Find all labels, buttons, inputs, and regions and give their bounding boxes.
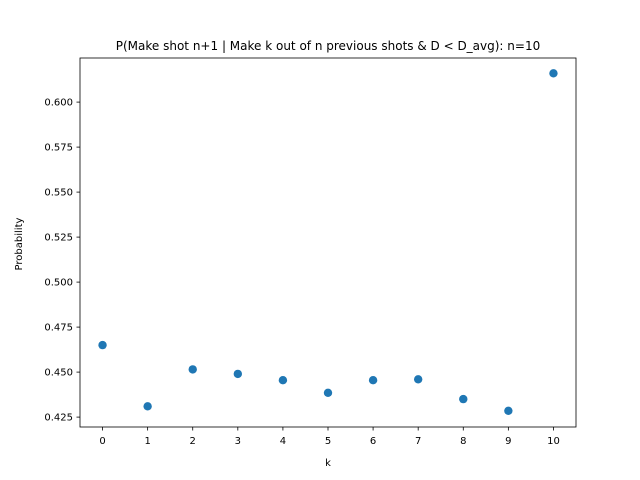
chart-title: P(Make shot n+1 | Make k out of n previo… [116, 39, 540, 53]
x-tick-label: 4 [280, 436, 286, 447]
y-tick-label: 0.525 [44, 233, 73, 244]
x-axis-title: k [325, 458, 331, 469]
y-tick-label: 0.550 [44, 188, 73, 199]
x-tick-label: 10 [547, 436, 560, 447]
y-tick-label: 0.500 [44, 278, 73, 289]
data-point [278, 376, 288, 385]
x-tick-label: 0 [99, 436, 105, 447]
plot-area: 0 1 2 3 4 5 6 7 8 9 10 0.425 0.450 0.475 0.500 0.525 0.5… [44, 57, 577, 447]
x-tick-label: 8 [460, 436, 466, 447]
y-tick-label: 0.475 [44, 323, 73, 334]
x-tick-label: 6 [370, 436, 376, 447]
data-point [459, 394, 468, 404]
data-point [143, 402, 152, 411]
data-point [98, 340, 107, 350]
x-tick-label: 3 [235, 436, 241, 447]
x-tick-label: 1 [144, 436, 150, 447]
y-tick-label: 0.600 [44, 98, 73, 109]
data-point [323, 388, 333, 397]
data-point [188, 365, 197, 374]
y-tick-label: 0.450 [44, 368, 73, 379]
data-point [413, 375, 423, 384]
data-point [233, 369, 243, 379]
x-tick-label: 2 [190, 436, 196, 447]
data-point [549, 69, 558, 78]
data-point [504, 406, 513, 415]
y-tick-label: 0.575 [44, 143, 73, 154]
x-tick-label: 9 [505, 436, 511, 447]
x-tick-label: 7 [415, 436, 421, 447]
y-tick-label: 0.425 [44, 413, 73, 424]
x-tick-label: 5 [325, 436, 331, 447]
data-point [368, 376, 378, 385]
y-axis-title: Probability [14, 217, 25, 270]
